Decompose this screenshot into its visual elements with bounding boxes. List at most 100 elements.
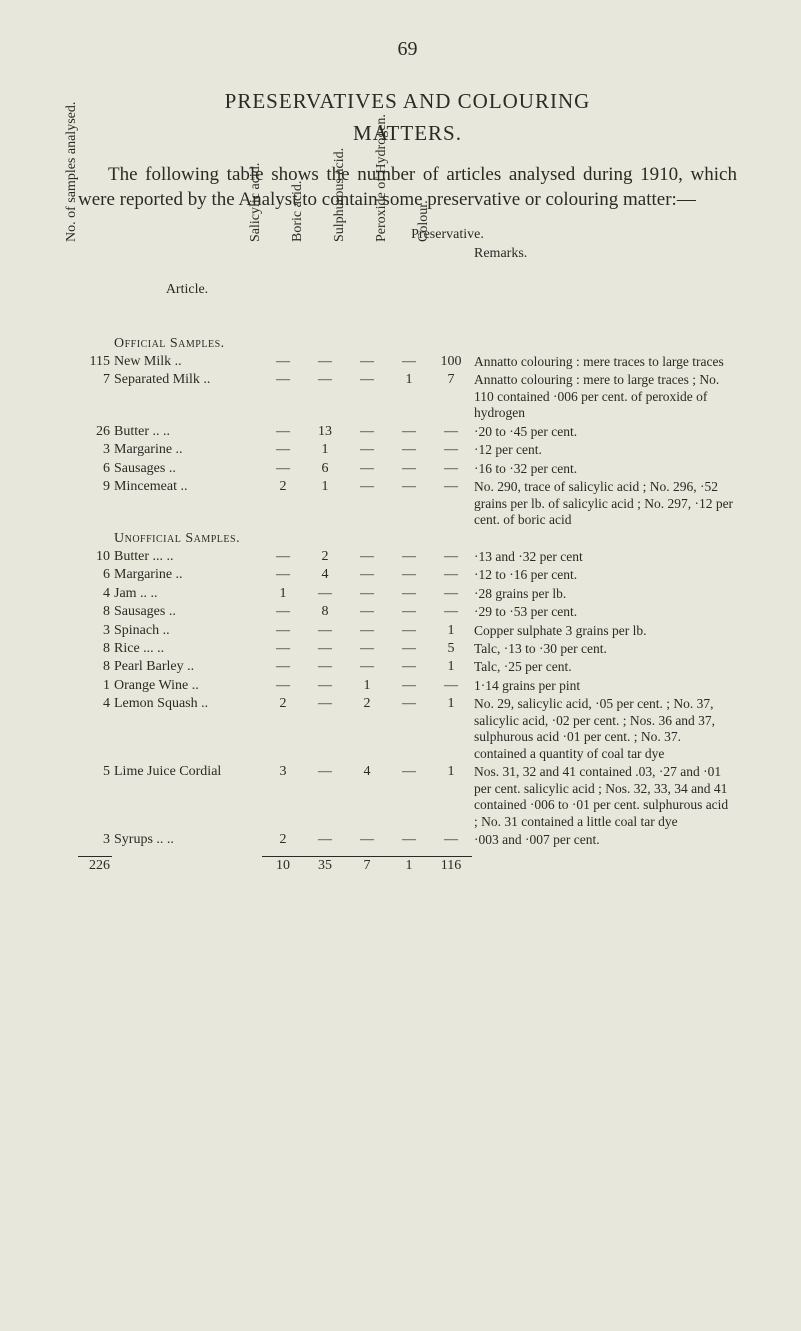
section-label: Unofficial Samples. xyxy=(112,530,737,548)
total-colour: 116 xyxy=(430,856,472,875)
cell-article: Lime Juice Cordial xyxy=(112,763,262,831)
cell-colour: 5 xyxy=(430,640,472,658)
cell-article: Butter ... .. xyxy=(112,548,262,566)
col-header-boric: Boric acid. xyxy=(304,245,346,335)
cell-remarks: ·28 grains per lb. xyxy=(472,585,737,603)
col-header-salicylic: Salicylic acid. xyxy=(262,245,304,335)
table-row: 3Syrups .. ..2————·003 and ·007 per cent… xyxy=(78,831,737,849)
total-boric: 35 xyxy=(304,856,346,875)
preservative-group-header: Preservative. xyxy=(158,227,737,243)
cell-sulphurous: — xyxy=(346,831,388,849)
cell-peroxide: — xyxy=(388,763,430,831)
cell-sulphurous: — xyxy=(346,460,388,478)
cell-remarks: ·003 and ·007 per cent. xyxy=(472,831,737,849)
cell-colour: — xyxy=(430,831,472,849)
col-header-article: Article. xyxy=(112,245,262,335)
cell-peroxide: 1 xyxy=(388,371,430,422)
cell-boric: 4 xyxy=(304,566,346,584)
cell-article: Separated Milk .. xyxy=(112,371,262,422)
cell-no: 3 xyxy=(78,622,112,640)
cell-remarks: 1·14 grains per pint xyxy=(472,677,737,695)
cell-colour: 1 xyxy=(430,622,472,640)
title-line2: MATTERS. xyxy=(78,119,737,147)
cell-salicylic: — xyxy=(262,658,304,676)
cell-peroxide: — xyxy=(388,566,430,584)
cell-remarks: No. 29, salicylic acid, ·05 per cent. ; … xyxy=(472,695,737,763)
totals-row: 226103571116 xyxy=(78,856,737,875)
cell-sulphurous: — xyxy=(346,353,388,371)
cell-no: 26 xyxy=(78,423,112,441)
cell-boric: 2 xyxy=(304,548,346,566)
table-row: 6Sausages ..—6———·16 to ·32 per cent. xyxy=(78,460,737,478)
cell-salicylic: 2 xyxy=(262,478,304,529)
cell-sulphurous: — xyxy=(346,585,388,603)
cell-article: Butter .. .. xyxy=(112,423,262,441)
cell-no: 4 xyxy=(78,695,112,763)
cell-colour: — xyxy=(430,478,472,529)
cell-colour: 1 xyxy=(430,695,472,763)
table-row: 3Margarine ..—1———·12 per cent. xyxy=(78,441,737,459)
cell-article: Lemon Squash .. xyxy=(112,695,262,763)
cell-sulphurous: — xyxy=(346,548,388,566)
cell-peroxide: — xyxy=(388,441,430,459)
cell-sulphurous: — xyxy=(346,640,388,658)
cell-salicylic: — xyxy=(262,677,304,695)
cell-no: 3 xyxy=(78,441,112,459)
cell-no: 6 xyxy=(78,566,112,584)
cell-no: 4 xyxy=(78,585,112,603)
table-row: 1Orange Wine ..——1——1·14 grains per pint xyxy=(78,677,737,695)
table-row: 9Mincemeat ..21———No. 290, trace of sali… xyxy=(78,478,737,529)
cell-colour: — xyxy=(430,423,472,441)
cell-sulphurous: 1 xyxy=(346,677,388,695)
cell-article: Pearl Barley .. xyxy=(112,658,262,676)
col-header-colour: Colour. xyxy=(430,245,472,335)
cell-no: 7 xyxy=(78,371,112,422)
table-row: 7Separated Milk ..———17Annatto colouring… xyxy=(78,371,737,422)
cell-no: 3 xyxy=(78,831,112,849)
cell-colour: — xyxy=(430,585,472,603)
cell-remarks: Copper sulphate 3 grains per lb. xyxy=(472,622,737,640)
cell-salicylic: — xyxy=(262,353,304,371)
cell-article: Syrups .. .. xyxy=(112,831,262,849)
cell-remarks: ·12 per cent. xyxy=(472,441,737,459)
cell-boric: — xyxy=(304,831,346,849)
total-salicylic: 10 xyxy=(262,856,304,875)
cell-sulphurous: — xyxy=(346,478,388,529)
cell-remarks: ·13 and ·32 per cent xyxy=(472,548,737,566)
page-number: 69 xyxy=(78,38,737,61)
total-remarks xyxy=(472,856,737,875)
cell-article: Margarine .. xyxy=(112,441,262,459)
cell-peroxide: — xyxy=(388,831,430,849)
total-no: 226 xyxy=(78,856,112,875)
cell-boric: 1 xyxy=(304,441,346,459)
cell-no: 8 xyxy=(78,640,112,658)
cell-no: 8 xyxy=(78,603,112,621)
cell-colour: 1 xyxy=(430,763,472,831)
cell-salicylic: — xyxy=(262,640,304,658)
cell-salicylic: 2 xyxy=(262,831,304,849)
cell-article: Spinach .. xyxy=(112,622,262,640)
cell-colour: 7 xyxy=(430,371,472,422)
table-row: 115New Milk ..————100Annatto colouring :… xyxy=(78,353,737,371)
cell-boric: — xyxy=(304,353,346,371)
cell-boric: — xyxy=(304,371,346,422)
cell-remarks: ·29 to ·53 per cent. xyxy=(472,603,737,621)
cell-boric: — xyxy=(304,585,346,603)
cell-article: Mincemeat .. xyxy=(112,478,262,529)
cell-article: Rice ... .. xyxy=(112,640,262,658)
cell-salicylic: — xyxy=(262,603,304,621)
col-header-remarks: Remarks. xyxy=(472,245,737,335)
col-header-sulphurous: Sulphurous acid. xyxy=(346,245,388,335)
table-row: 3Spinach ..————1Copper sulphate 3 grains… xyxy=(78,622,737,640)
cell-peroxide: — xyxy=(388,478,430,529)
cell-salicylic: — xyxy=(262,566,304,584)
preservatives-table: No. of samples analysed. Article. Salicy… xyxy=(78,245,737,875)
cell-salicylic: 2 xyxy=(262,695,304,763)
cell-boric: 1 xyxy=(304,478,346,529)
cell-no: 9 xyxy=(78,478,112,529)
table-row: 8Rice ... ..————5Talc, ·13 to ·30 per ce… xyxy=(78,640,737,658)
cell-colour: 100 xyxy=(430,353,472,371)
cell-remarks: Talc, ·13 to ·30 per cent. xyxy=(472,640,737,658)
cell-salicylic: — xyxy=(262,441,304,459)
cell-salicylic: — xyxy=(262,460,304,478)
